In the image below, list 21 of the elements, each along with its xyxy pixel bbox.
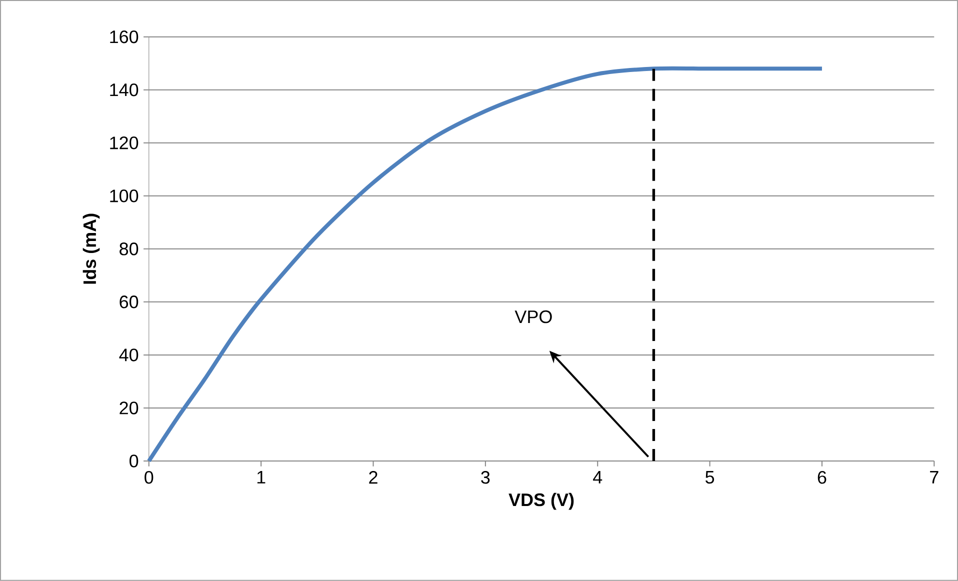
- y-tick-label: 0: [130, 454, 138, 468]
- y-tick-label: 100: [110, 190, 138, 202]
- y-axis-title: Ids (mA): [82, 214, 100, 284]
- y-tick-label: 120: [110, 136, 138, 150]
- line-series: [146, 66, 824, 464]
- x-tick-label: 2: [369, 471, 378, 484]
- x-tick-label: 1: [257, 471, 266, 484]
- y-tick-label: 160: [110, 30, 138, 44]
- x-tick-label: 5: [706, 471, 714, 484]
- y-tick-label: 140: [110, 84, 138, 96]
- x-tick-label: 3: [481, 471, 490, 484]
- x-tick-label: 6: [818, 471, 826, 484]
- y-tick-label: 80: [120, 242, 138, 256]
- y-tick-label: 40: [119, 348, 138, 362]
- y-tick-label: 20: [120, 402, 138, 414]
- x-tick-label: 7: [930, 471, 938, 484]
- y-tick-label: 60: [120, 296, 138, 308]
- annotation: VPO: [514, 310, 552, 324]
- x-tick-label: 0: [144, 471, 154, 484]
- x-axis-title: VDS (V): [508, 492, 574, 510]
- x-tick-label: 4: [593, 471, 602, 484]
